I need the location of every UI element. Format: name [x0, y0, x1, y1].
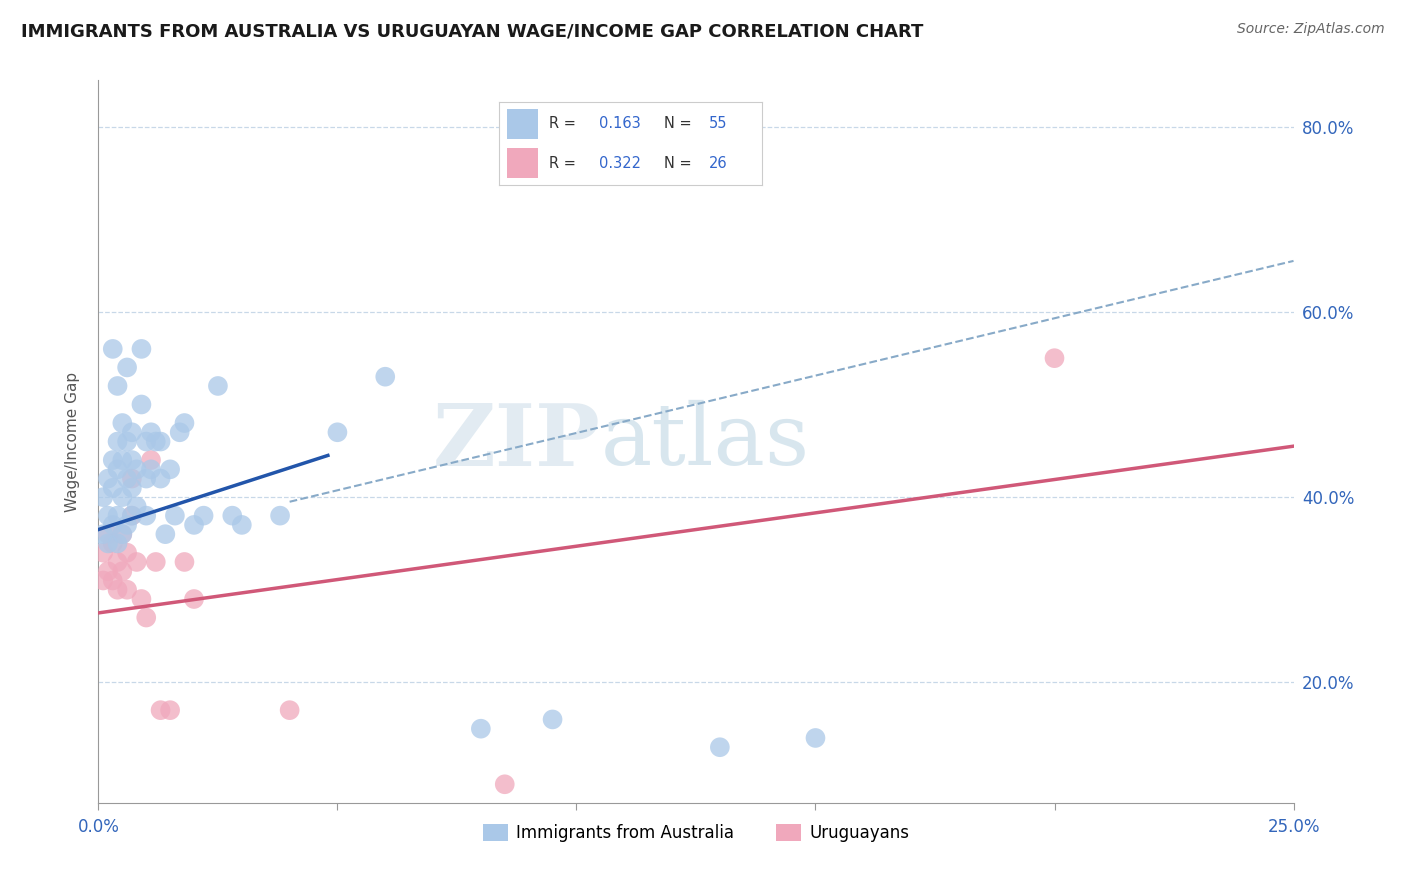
Point — [125, 555, 148, 569]
Point — [159, 703, 181, 717]
Point — [139, 453, 162, 467]
Y-axis label: Wage/Income Gap: Wage/Income Gap — [65, 371, 80, 512]
Point — [494, 777, 516, 791]
Point — [278, 703, 301, 717]
Point — [115, 517, 138, 532]
Point — [111, 527, 134, 541]
Point — [107, 462, 129, 476]
Point — [374, 369, 396, 384]
Point — [131, 592, 153, 607]
Point — [107, 434, 129, 449]
Point — [121, 508, 143, 523]
Text: IMMIGRANTS FROM AUSTRALIA VS URUGUAYAN WAGE/INCOME GAP CORRELATION CHART: IMMIGRANTS FROM AUSTRALIA VS URUGUAYAN W… — [21, 22, 924, 40]
Point — [135, 434, 157, 449]
Point — [111, 490, 134, 504]
Point — [107, 555, 129, 569]
Point — [91, 527, 114, 541]
Point — [145, 555, 167, 569]
Point — [193, 508, 215, 523]
Point — [121, 472, 143, 486]
Point — [101, 453, 124, 467]
Point — [101, 536, 124, 550]
Point — [155, 527, 177, 541]
Point — [91, 546, 114, 560]
Point — [107, 508, 129, 523]
Point — [149, 472, 172, 486]
Point — [709, 740, 731, 755]
Point — [139, 425, 162, 440]
Point — [149, 703, 172, 717]
Point — [107, 536, 129, 550]
Point — [115, 472, 138, 486]
Point — [135, 472, 157, 486]
Point — [107, 379, 129, 393]
Point — [541, 713, 564, 727]
Point — [111, 453, 134, 467]
Point — [135, 508, 157, 523]
Point — [115, 434, 138, 449]
Point — [111, 416, 134, 430]
Point — [115, 582, 138, 597]
Point — [97, 472, 120, 486]
Point — [139, 462, 162, 476]
Text: ZIP: ZIP — [433, 400, 600, 483]
Point — [115, 360, 138, 375]
Point — [149, 434, 172, 449]
Point — [169, 425, 191, 440]
Point — [207, 379, 229, 393]
Point — [173, 416, 195, 430]
Point — [804, 731, 827, 745]
Point — [107, 582, 129, 597]
Point — [221, 508, 243, 523]
Point — [101, 517, 124, 532]
Point — [125, 500, 148, 514]
Point — [91, 574, 114, 588]
Text: atlas: atlas — [600, 400, 810, 483]
Point — [163, 508, 186, 523]
Point — [470, 722, 492, 736]
Point — [121, 508, 143, 523]
Point — [131, 397, 153, 411]
Point — [121, 453, 143, 467]
Point — [159, 462, 181, 476]
Point — [326, 425, 349, 440]
Point — [121, 481, 143, 495]
Point — [121, 425, 143, 440]
Point — [183, 517, 205, 532]
Point — [145, 434, 167, 449]
Point — [231, 517, 253, 532]
Point — [97, 564, 120, 578]
Point — [131, 342, 153, 356]
Point — [101, 342, 124, 356]
Point — [173, 555, 195, 569]
Text: Source: ZipAtlas.com: Source: ZipAtlas.com — [1237, 22, 1385, 37]
Point — [111, 564, 134, 578]
Point — [135, 610, 157, 624]
Point — [97, 508, 120, 523]
Point — [269, 508, 291, 523]
Point — [115, 546, 138, 560]
Point — [125, 462, 148, 476]
Point — [101, 481, 124, 495]
Point — [183, 592, 205, 607]
Legend: Immigrants from Australia, Uruguayans: Immigrants from Australia, Uruguayans — [477, 817, 915, 848]
Point — [101, 574, 124, 588]
Point — [111, 527, 134, 541]
Point — [97, 536, 120, 550]
Point — [97, 527, 120, 541]
Point — [1043, 351, 1066, 366]
Point — [91, 490, 114, 504]
